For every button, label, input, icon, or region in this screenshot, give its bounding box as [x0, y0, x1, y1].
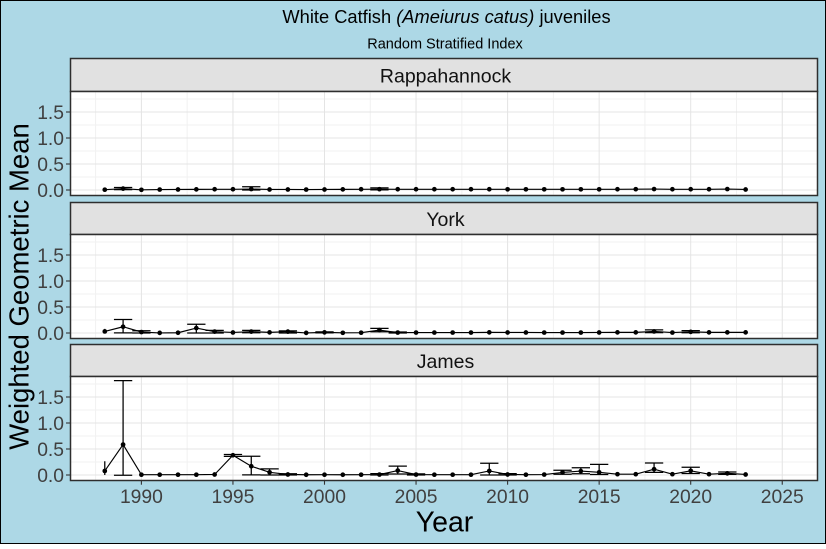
svg-text:2015: 2015: [578, 487, 621, 508]
svg-text:White Catfish (Ameiurus catus): White Catfish (Ameiurus catus) juveniles: [282, 6, 610, 27]
svg-text:Random Stratified Index: Random Stratified Index: [367, 37, 523, 53]
svg-text:0.0: 0.0: [37, 324, 64, 345]
svg-text:1.0: 1.0: [37, 272, 64, 293]
svg-text:1995: 1995: [211, 487, 254, 508]
svg-text:1.5: 1.5: [37, 388, 64, 409]
svg-text:Weighted Geometric Mean: Weighted Geometric Mean: [4, 123, 35, 450]
svg-text:1.0: 1.0: [37, 129, 64, 150]
svg-text:2025: 2025: [761, 487, 804, 508]
svg-text:2000: 2000: [303, 487, 346, 508]
svg-text:0.0: 0.0: [37, 466, 64, 487]
svg-text:2010: 2010: [486, 487, 529, 508]
svg-text:York: York: [426, 209, 465, 231]
svg-text:0.0: 0.0: [37, 181, 64, 202]
svg-text:1.5: 1.5: [37, 246, 64, 267]
svg-text:James: James: [417, 351, 475, 373]
svg-text:Rappahannock: Rappahannock: [380, 65, 511, 87]
svg-text:1990: 1990: [120, 487, 163, 508]
svg-text:2005: 2005: [395, 487, 438, 508]
svg-text:0.5: 0.5: [37, 440, 64, 461]
svg-text:0.5: 0.5: [37, 155, 64, 176]
svg-text:0.5: 0.5: [37, 298, 64, 319]
svg-text:1.5: 1.5: [37, 103, 64, 124]
svg-text:1.0: 1.0: [37, 414, 64, 435]
svg-text:Year: Year: [416, 507, 474, 539]
svg-text:2020: 2020: [669, 487, 712, 508]
